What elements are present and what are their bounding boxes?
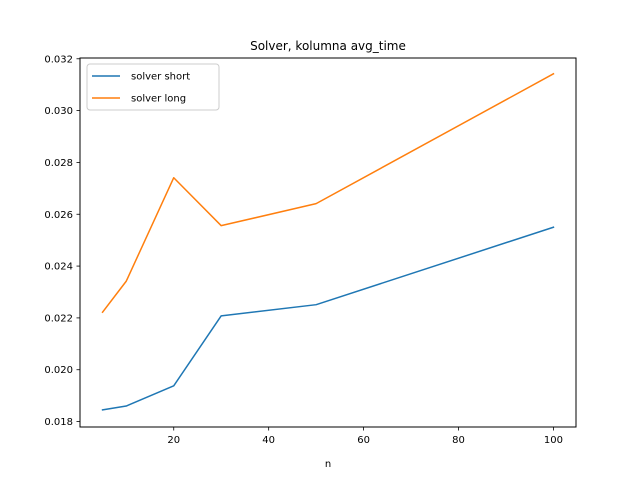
y-tick-label: 0.032 bbox=[44, 54, 73, 65]
y-tick-label: 0.030 bbox=[44, 106, 73, 117]
y-tick-label: 0.024 bbox=[44, 262, 73, 273]
legend-label: solver long bbox=[131, 94, 186, 105]
x-axis-label: n bbox=[325, 459, 331, 470]
legend: solver short solver long bbox=[86, 63, 220, 111]
legend-label: solver short bbox=[131, 72, 190, 83]
x-tick-label: 20 bbox=[167, 435, 180, 446]
y-tick-label: 0.026 bbox=[44, 210, 73, 221]
series-line-solver-short bbox=[101, 226, 555, 411]
y-tick-label: 0.028 bbox=[44, 158, 73, 169]
x-tick-label: 60 bbox=[357, 435, 370, 446]
y-tick-label: 0.018 bbox=[44, 417, 73, 428]
series-line-solver-long bbox=[101, 72, 555, 314]
x-tick-label: 80 bbox=[452, 435, 465, 446]
x-axis: 20 40 60 80 100 bbox=[167, 427, 563, 446]
axes-frame bbox=[79, 57, 577, 428]
x-tick-label: 40 bbox=[262, 435, 275, 446]
plot-area bbox=[101, 72, 555, 411]
y-tick-label: 0.022 bbox=[44, 313, 73, 324]
y-tick-label: 0.020 bbox=[44, 365, 73, 376]
x-tick-label: 100 bbox=[544, 435, 563, 446]
chart-title: Solver, kolumna avg_time bbox=[250, 39, 406, 53]
y-axis: 0.018 0.020 0.022 0.024 0.026 0.028 0.030 0.032 bbox=[44, 54, 80, 428]
